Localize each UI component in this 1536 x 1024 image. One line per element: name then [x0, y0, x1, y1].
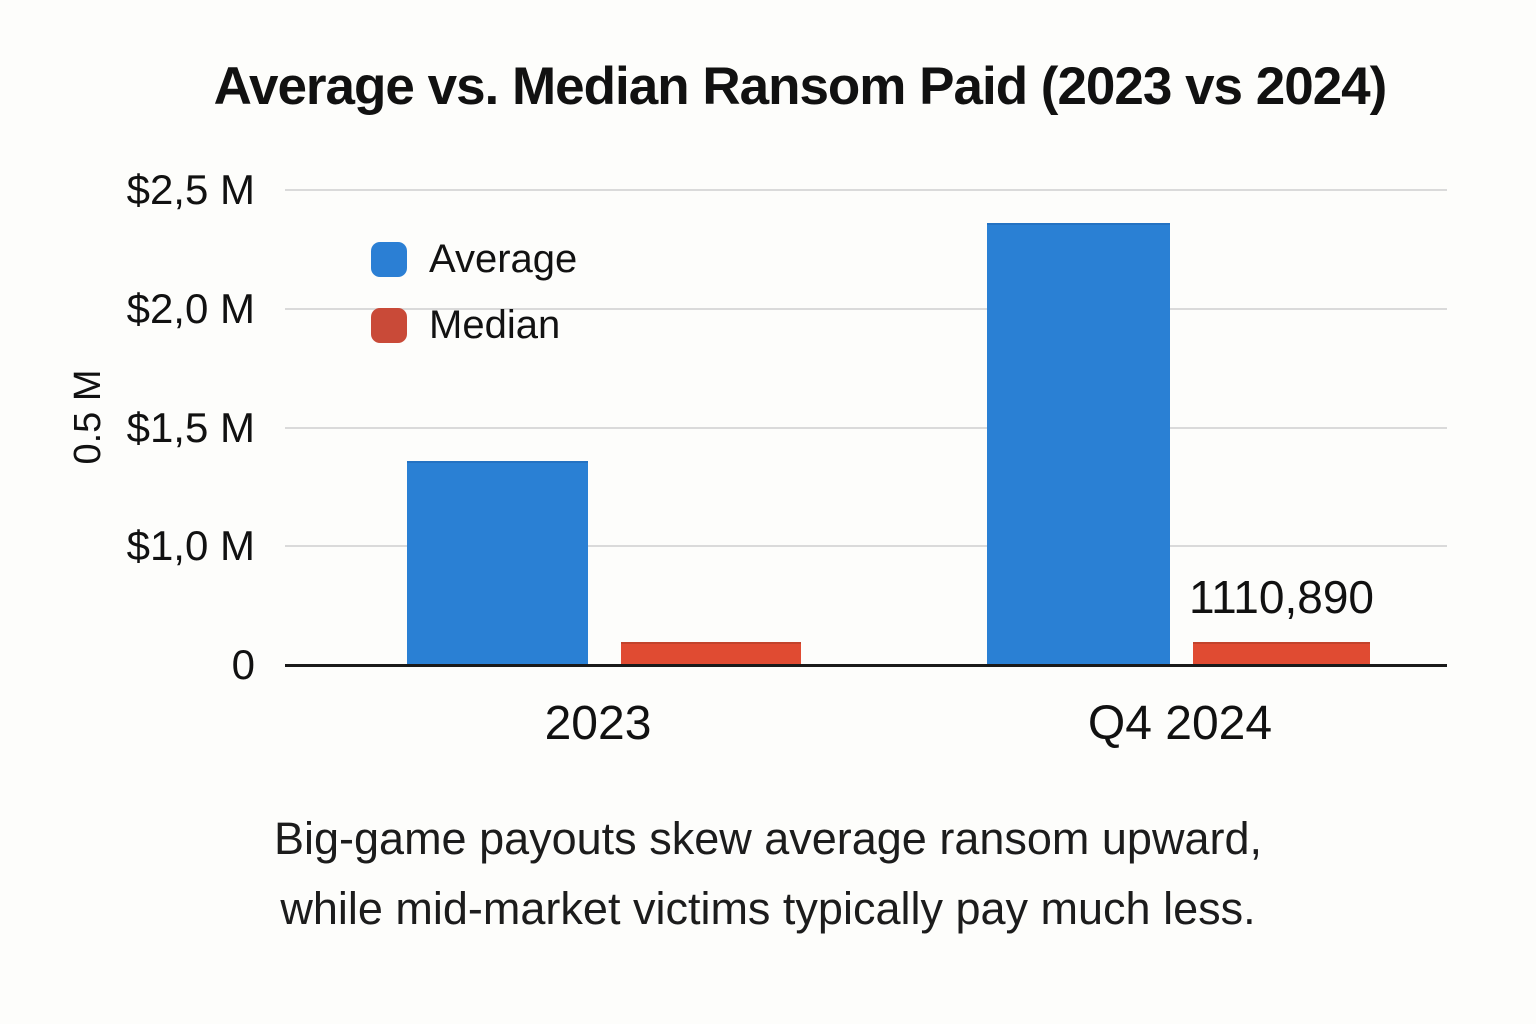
plot-area: 1110,890: [285, 189, 1447, 667]
x-axis-label-2023: 2023: [544, 697, 652, 750]
y-tick-label: $2,5 M: [126, 166, 255, 213]
gridline: [285, 307, 1447, 310]
legend: Average Median: [371, 237, 578, 372]
x-axis-label-q4-2024: Q4 2024: [1087, 697, 1273, 750]
gridline: [285, 426, 1447, 429]
bar-median-q4-2024: [1193, 642, 1370, 665]
legend-swatch-average: [371, 241, 407, 277]
y-tick-label: $1,0 M: [126, 522, 255, 570]
bar-median-2023: [621, 642, 801, 665]
bar-value-annotation: 1110,890: [1188, 571, 1375, 624]
legend-label: Average: [429, 237, 578, 281]
bar-average-2023: [407, 460, 588, 665]
gridline: [285, 189, 1447, 191]
caption: Big-game payouts skew average ransom upw…: [0, 804, 1536, 944]
legend-swatch-median: [371, 307, 407, 343]
y-tick-label: 0: [231, 641, 255, 688]
bar-average-q4-2024: [987, 223, 1170, 665]
legend-item-average: Average: [371, 237, 578, 281]
gridline: [285, 545, 1447, 548]
chart-title: Average vs. Median Ransom Paid (2023 vs …: [213, 57, 1388, 116]
y-tick-label: $2,0 M: [126, 284, 255, 332]
legend-label: Median: [429, 303, 561, 347]
legend-item-median: Median: [371, 303, 577, 347]
y-tick-label: $1,5 M: [126, 403, 255, 451]
x-axis-line: [285, 664, 1447, 667]
caption-line-2: while mid-market victims typically pay m…: [280, 883, 1256, 934]
caption-line-1: Big-game payouts skew average ransom upw…: [273, 813, 1262, 864]
